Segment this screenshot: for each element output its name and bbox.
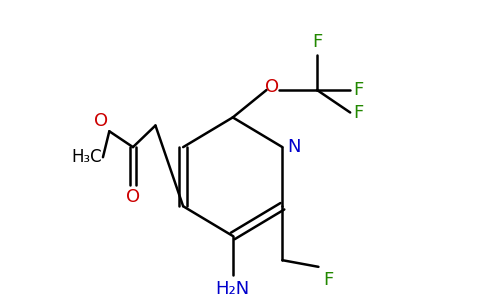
Text: F: F: [354, 103, 364, 122]
Text: F: F: [354, 81, 364, 99]
Text: O: O: [126, 188, 140, 206]
Text: N: N: [287, 138, 301, 156]
Text: F: F: [323, 271, 333, 289]
Text: F: F: [312, 33, 322, 51]
Text: O: O: [265, 77, 279, 95]
Text: H₃C: H₃C: [71, 148, 102, 166]
Text: H₂N: H₂N: [216, 280, 250, 298]
Text: O: O: [94, 112, 108, 130]
